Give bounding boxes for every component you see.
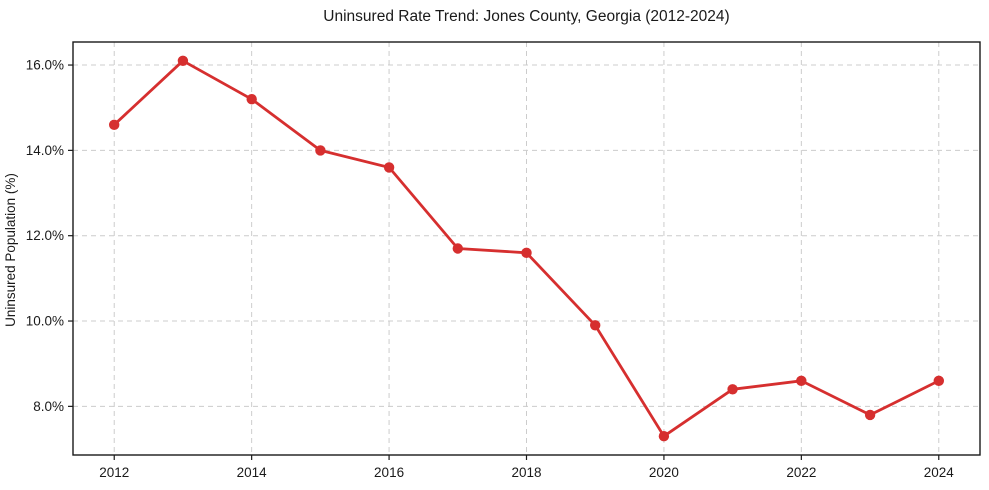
- data-point: [452, 243, 463, 254]
- x-tick-label: 2016: [374, 465, 404, 480]
- data-point: [590, 320, 601, 331]
- y-tick-label: 10.0%: [26, 314, 64, 329]
- x-tick-label: 2012: [99, 465, 129, 480]
- chart-title: Uninsured Rate Trend: Jones County, Geor…: [323, 8, 730, 25]
- data-point: [383, 162, 395, 173]
- y-tick-label: 14.0%: [26, 143, 64, 158]
- x-tick-label: 2020: [649, 465, 679, 480]
- data-point: [658, 431, 670, 442]
- x-tick-label: 2024: [924, 465, 955, 480]
- data-point: [521, 247, 532, 258]
- x-tick-label: 2018: [511, 465, 541, 480]
- y-axis-label-text: Uninsured Population (%): [3, 173, 18, 327]
- data-point: [246, 94, 257, 105]
- x-tick-label: 2014: [237, 465, 268, 480]
- data-point: [933, 375, 944, 386]
- data-point: [864, 409, 876, 421]
- y-tick-label: 8.0%: [33, 399, 64, 414]
- data-point: [177, 55, 189, 66]
- y-tick-label: 16.0%: [26, 58, 64, 73]
- data-point: [727, 384, 738, 395]
- data-point: [109, 119, 120, 130]
- data-point: [315, 145, 326, 156]
- data-point: [796, 375, 807, 386]
- x-tick-label: 2022: [786, 465, 816, 480]
- y-tick-label: 12.0%: [26, 228, 64, 243]
